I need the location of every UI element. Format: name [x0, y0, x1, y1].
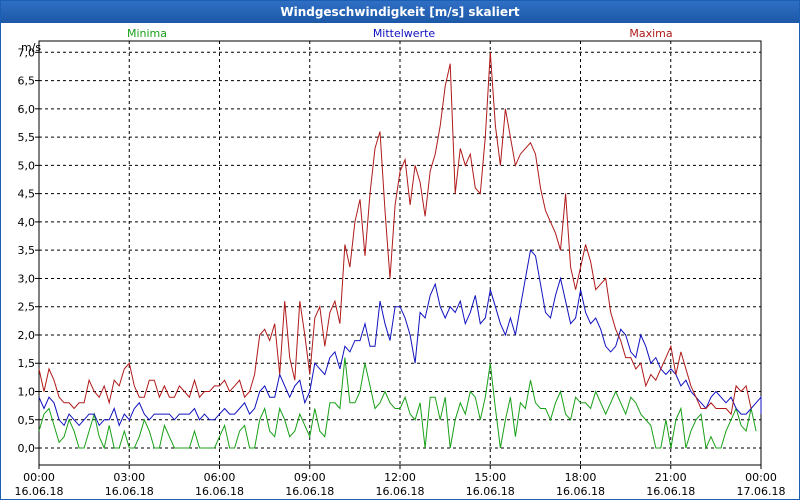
x-tick-time: 15:00 — [474, 471, 506, 484]
x-tick-date: 16.06.18 — [466, 485, 515, 498]
x-tick-time: 21:00 — [655, 471, 687, 484]
x-tick-time: 12:00 — [384, 471, 416, 484]
y-axis-unit: m/s — [21, 41, 41, 54]
y-tick-label: 2,5 — [18, 301, 36, 314]
x-tick-time: 18:00 — [565, 471, 597, 484]
x-tick-date: 16.06.18 — [195, 485, 244, 498]
y-tick-label: 5,0 — [18, 159, 36, 172]
series-mittelwerte-line — [38, 249, 762, 427]
x-tick-date: 16.06.18 — [376, 485, 425, 498]
x-tick-time: 06:00 — [204, 471, 236, 484]
y-tick-label: 4,0 — [18, 216, 36, 229]
x-tick-date: 16.06.18 — [15, 485, 64, 498]
wind-speed-chart: 0,0 0,5 1,0 1,5 2,0 2,5 3,0 3,5 4,0 4,5 5,0 5,5 6,0 6… — [15, 27, 786, 498]
y-tick-label: 1,0 — [18, 386, 36, 399]
y-tick-label: 4,5 — [18, 188, 36, 201]
y-tick-label: 1,5 — [18, 357, 36, 370]
x-tick-date: 16.06.18 — [105, 485, 154, 498]
series-maxima-line — [38, 52, 752, 416]
y-tick-label: 7,0 — [18, 46, 36, 59]
legend-maxima: Maxima — [629, 27, 672, 40]
y-tick-label: 0,0 — [18, 442, 36, 455]
y-tick-label: 6,0 — [18, 103, 36, 116]
x-tick-time: 09:00 — [294, 471, 326, 484]
x-tick-time: 03:00 — [113, 471, 145, 484]
series-layer — [38, 52, 762, 450]
x-tick-time: 00:00 — [23, 471, 55, 484]
y-tick-label: 0,5 — [18, 414, 36, 427]
x-tick-date: 17.06.18 — [737, 485, 786, 498]
grid-lines — [39, 41, 761, 465]
y-axis-ticks: 0,0 0,5 1,0 1,5 2,0 2,5 3,0 3,5 4,0 4,5 5,0 5,5 6,0 6… — [18, 46, 39, 455]
x-tick-date: 16.06.18 — [285, 485, 334, 498]
window-title: Windgeschwindigkeit [m/s] skaliert — [1, 1, 799, 23]
y-tick-label: 2,0 — [18, 329, 36, 342]
y-tick-label: 3,5 — [18, 244, 36, 257]
y-tick-label: 6,5 — [18, 75, 36, 88]
x-tick-time: 00:00 — [745, 471, 777, 484]
legend-minima: Minima — [127, 27, 167, 40]
x-tick-date: 16.06.18 — [556, 485, 605, 498]
legend-mittelwerte: Mittelwerte — [373, 27, 436, 40]
series-minima-line — [38, 357, 757, 450]
y-tick-label: 5,5 — [18, 131, 36, 144]
y-tick-label: 3,0 — [18, 272, 36, 285]
x-tick-date: 16.06.18 — [646, 485, 695, 498]
x-axis-ticks: 00:0016.06.1803:0016.06.1806:0016.06.180… — [15, 465, 786, 498]
